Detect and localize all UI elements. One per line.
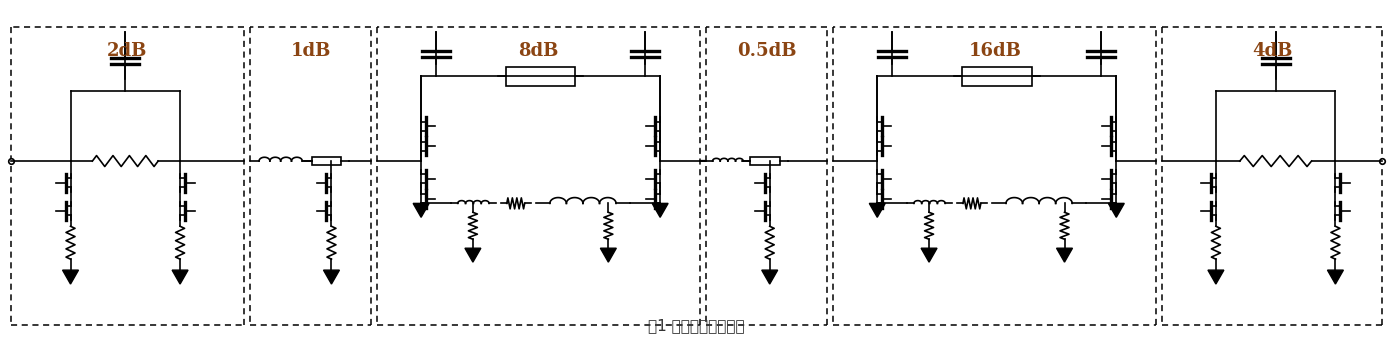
Bar [962,67,1031,86]
Polygon shape [869,203,885,217]
Polygon shape [761,270,778,284]
Polygon shape [323,270,340,284]
Polygon shape [1208,270,1224,284]
Polygon shape [465,248,480,262]
Polygon shape [1108,203,1125,217]
Bar [312,157,341,165]
Text: 16dB: 16dB [969,43,1022,61]
Polygon shape [413,203,429,217]
Text: 0.5dB: 0.5dB [736,43,796,61]
Text: 2dB: 2dB [107,43,148,61]
Polygon shape [63,270,78,284]
Text: 4dB: 4dB [1251,43,1292,61]
Polygon shape [922,248,937,262]
Polygon shape [600,248,617,262]
Text: 8dB: 8dB [518,43,558,61]
Text: 1dB: 1dB [291,43,331,61]
Text: 图1 衰减器整体结构图: 图1 衰减器整体结构图 [647,318,745,333]
Polygon shape [653,203,668,217]
Bar [750,157,780,165]
Polygon shape [1328,270,1343,284]
Polygon shape [1057,248,1072,262]
Polygon shape [173,270,188,284]
Bar [505,67,575,86]
